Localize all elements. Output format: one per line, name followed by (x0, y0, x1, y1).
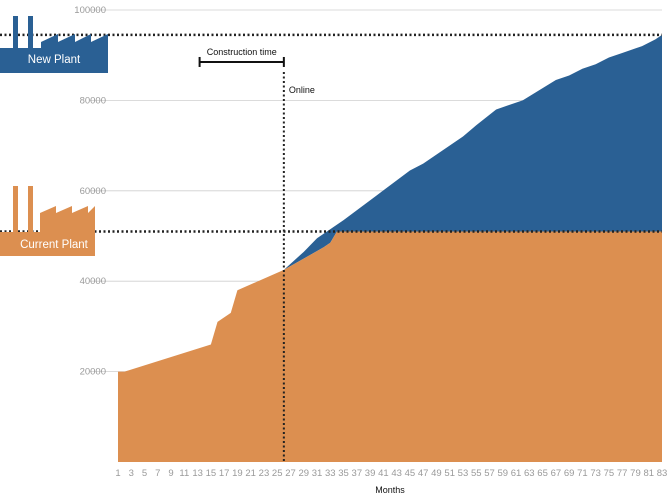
x-tick-label: 57 (484, 468, 495, 479)
y-tick-label: 40000 (80, 276, 106, 287)
x-tick-label: 13 (192, 468, 203, 479)
x-tick-label: 77 (617, 468, 628, 479)
x-tick-label: 11 (179, 468, 189, 479)
x-tick-label: 55 (471, 468, 482, 479)
x-tick-label: 29 (298, 468, 309, 479)
x-tick-label: 21 (245, 468, 256, 479)
x-tick-label: 39 (365, 468, 376, 479)
y-tick-label: 20000 (80, 367, 106, 378)
x-tick-label: 83 (657, 468, 667, 479)
areas (118, 34, 662, 462)
x-tick-label: 43 (391, 468, 402, 479)
y-tick-label: 100000 (74, 5, 106, 16)
x-tick-label: 65 (537, 468, 548, 479)
x-tick-label: 59 (497, 468, 508, 479)
reference-lines (0, 33, 662, 462)
x-tick-label: 51 (444, 468, 455, 479)
x-axis-ticks: 1 3 5 7 9 11 13 15 17 19 21 23 25 27 29 31 33 35 37 39 41 43 4… (115, 468, 667, 479)
x-tick-label: 5 (142, 468, 147, 479)
x-tick-label: 23 (259, 468, 270, 479)
y-axis-ticks: 20000 40000 60000 80000 100000 (74, 5, 106, 378)
x-tick-label: 9 (168, 468, 173, 479)
x-tick-label: 61 (511, 468, 522, 479)
x-tick-label: 81 (643, 468, 654, 479)
x-tick-label: 7 (155, 468, 160, 479)
y-tick-label: 80000 (80, 95, 106, 106)
construction-time-annotation: Construction time (198, 47, 285, 67)
area-new-plant (283, 34, 662, 270)
x-tick-label: 19 (232, 468, 243, 479)
x-tick-label: 15 (206, 468, 217, 479)
x-tick-label: 37 (352, 468, 363, 479)
x-tick-label: 25 (272, 468, 283, 479)
x-tick-label: 53 (458, 468, 469, 479)
new-plant-legend: New Plant (0, 16, 108, 73)
x-tick-label: 75 (604, 468, 615, 479)
x-tick-label: 67 (551, 468, 562, 479)
factory-icon (0, 16, 108, 73)
x-tick-label: 27 (285, 468, 296, 479)
x-tick-label: 35 (338, 468, 349, 479)
x-tick-label: 79 (630, 468, 641, 479)
x-tick-label: 41 (378, 468, 389, 479)
x-tick-label: 1 (115, 468, 120, 479)
x-tick-label: 33 (325, 468, 336, 479)
x-axis-label: Months (375, 485, 405, 494)
x-tick-label: 45 (405, 468, 416, 479)
x-tick-label: 3 (129, 468, 134, 479)
x-tick-label: 71 (577, 468, 588, 479)
new-plant-label: New Plant (28, 54, 81, 66)
factory-icon (0, 186, 95, 256)
x-tick-label: 63 (524, 468, 535, 479)
x-tick-label: 17 (219, 468, 230, 479)
current-plant-label: Current Plant (20, 239, 89, 251)
x-tick-label: 49 (431, 468, 442, 479)
area-current-plant (118, 231, 662, 462)
online-label: Online (289, 85, 315, 95)
construction-time-label: Construction time (207, 47, 277, 57)
current-plant-legend: Current Plant (0, 186, 95, 256)
x-tick-label: 31 (312, 468, 323, 479)
x-tick-label: 47 (418, 468, 429, 479)
x-tick-label: 73 (590, 468, 601, 479)
x-tick-label: 69 (564, 468, 575, 479)
y-tick-label: 60000 (80, 186, 106, 197)
